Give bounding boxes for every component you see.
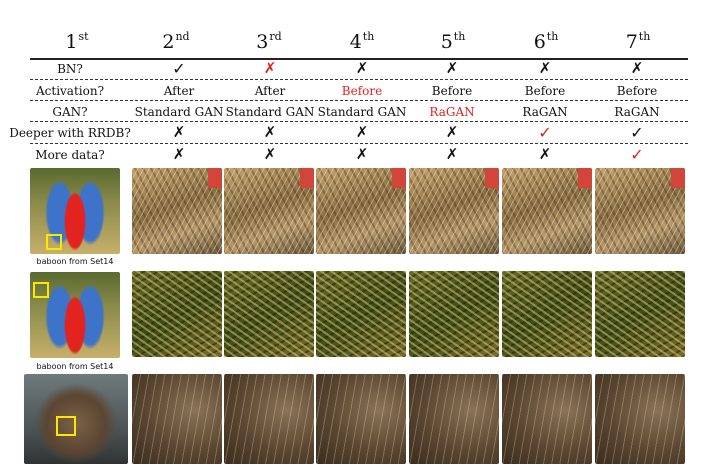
crop-highlight-box: [33, 282, 49, 298]
bn-cross-mark-4: ✗: [355, 59, 369, 77]
gan-cell-2: Standard GAN: [134, 105, 224, 119]
row-divider: [30, 121, 688, 122]
result-patch: [595, 271, 685, 357]
result-patch: [316, 168, 406, 254]
baboon-thumbnail: [30, 168, 120, 254]
bn-cross-mark-3: ✗: [263, 59, 277, 77]
crop-highlight-box: [56, 416, 76, 436]
column-header-6: 6th: [533, 30, 559, 53]
data-check-mark-7: ✓: [630, 145, 644, 164]
row-label-rrdb: Deeper with RRDB?: [9, 126, 131, 140]
thumbnail-caption: baboon from Set14: [36, 362, 114, 371]
activation-cell-6: Before: [524, 84, 566, 98]
result-patch: [316, 271, 406, 357]
column-header-4: 4th: [349, 30, 375, 53]
rrdb-check-mark-6: ✓: [538, 123, 552, 142]
column-header-3: 3rd: [256, 30, 282, 53]
row-label-bn: BN?: [57, 62, 83, 76]
rrdb-cross-mark-4: ✗: [355, 123, 369, 141]
row-divider: [30, 143, 688, 144]
result-patch: [502, 374, 592, 464]
result-patch: [224, 374, 314, 464]
data-cross-mark-2: ✗: [172, 145, 186, 163]
rrdb-cross-mark-3: ✗: [263, 123, 277, 141]
bn-cross-mark-7: ✗: [630, 59, 644, 77]
gan-cell-5: RaGAN: [429, 105, 475, 119]
activation-cell-2: After: [163, 84, 195, 98]
data-cross-mark-6: ✗: [538, 145, 552, 163]
activation-cell-4: Before: [341, 84, 383, 98]
crop-highlight-box: [46, 234, 62, 250]
result-patch: [132, 374, 222, 464]
row-label-data: More data?: [35, 148, 105, 162]
gan-cell-4: Standard GAN: [317, 105, 407, 119]
activation-cell-7: Before: [616, 84, 658, 98]
result-patch: [409, 271, 499, 357]
result-patch: [132, 271, 222, 357]
result-patch: [595, 374, 685, 464]
row-label-activation: Activation?: [35, 84, 105, 98]
baboon-thumbnail: [30, 272, 120, 358]
activation-cell-3: After: [254, 84, 286, 98]
activation-cell-5: Before: [431, 84, 473, 98]
cat-thumbnail: [24, 374, 128, 464]
bn-cross-mark-6: ✗: [538, 59, 552, 77]
result-patch: [409, 168, 499, 254]
row-divider: [30, 100, 688, 101]
result-patch: [502, 271, 592, 357]
column-header-2: 2nd: [162, 30, 190, 53]
result-patch: [224, 168, 314, 254]
thumbnail-caption: baboon from Set14: [36, 257, 114, 266]
result-patch: [502, 168, 592, 254]
column-header-7: 7th: [625, 30, 651, 53]
column-header-5: 5th: [440, 30, 466, 53]
data-cross-mark-5: ✗: [445, 145, 459, 163]
result-patch: [132, 168, 222, 254]
result-patch: [224, 271, 314, 357]
rrdb-cross-mark-2: ✗: [172, 123, 186, 141]
header-rule: [30, 58, 688, 60]
bn-cross-mark-5: ✗: [445, 59, 459, 77]
data-cross-mark-3: ✗: [263, 145, 277, 163]
gan-cell-6: RaGAN: [522, 105, 568, 119]
column-header-1: 1st: [65, 30, 89, 53]
bn-check-mark-2: ✓: [172, 59, 186, 78]
rrdb-cross-mark-5: ✗: [445, 123, 459, 141]
result-patch: [316, 374, 406, 464]
result-patch: [409, 374, 499, 464]
gan-cell-7: RaGAN: [614, 105, 660, 119]
row-label-gan: GAN?: [52, 105, 88, 119]
gan-cell-3: Standard GAN: [225, 105, 315, 119]
data-cross-mark-4: ✗: [355, 145, 369, 163]
rrdb-check-mark-7: ✓: [630, 123, 644, 142]
row-divider: [30, 79, 688, 80]
result-patch: [595, 168, 685, 254]
